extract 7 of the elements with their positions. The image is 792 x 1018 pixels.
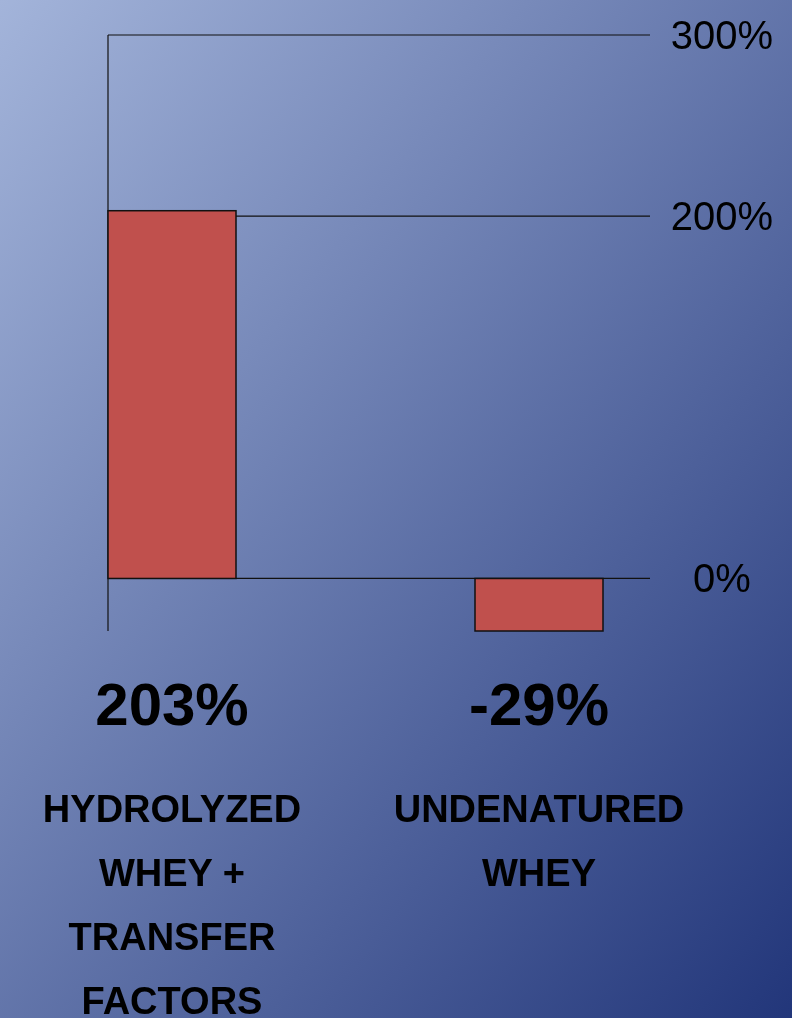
data-label: -29% — [468, 671, 610, 738]
x-tick-label: UNDENATURED WHEY — [393, 788, 685, 894]
y-tick-label: 200% — [670, 194, 774, 239]
y-tick-label: 0% — [693, 556, 751, 601]
x-tick-label: HYDROLYZED WHEY + TRANSFER FACTORS — [42, 788, 302, 1018]
data-label: 203% — [95, 671, 249, 738]
y-tick-label: 300% — [670, 13, 774, 57]
